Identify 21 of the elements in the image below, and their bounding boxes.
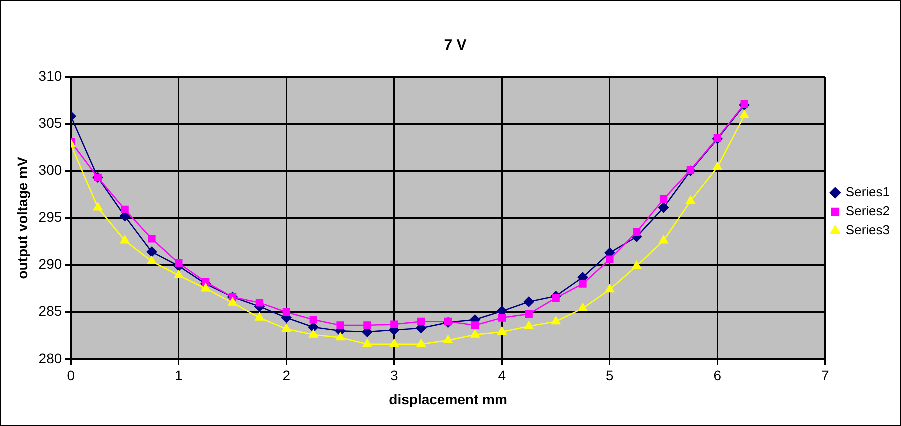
x-tick-label: 5 <box>606 368 614 384</box>
x-tick-label: 4 <box>498 368 506 384</box>
y-tick-label: 295 <box>38 209 62 226</box>
legend-label: Series2 <box>846 204 890 219</box>
x-tick-label: 7 <box>822 368 830 384</box>
y-tick-label: 310 <box>38 68 62 84</box>
y-axis-title: output voltage mV <box>14 156 30 280</box>
y-tick-label: 280 <box>38 350 62 366</box>
chart-title: 7 V <box>444 37 467 54</box>
x-tick-label: 0 <box>67 368 76 384</box>
x-tick-label: 6 <box>714 368 722 384</box>
y-tick-label: 290 <box>38 256 62 272</box>
x-tick-label: 2 <box>282 368 291 384</box>
x-axis-title: displacement mm <box>389 391 508 408</box>
y-tick-label: 300 <box>38 162 62 178</box>
x-tick-label: 3 <box>390 368 399 384</box>
legend-label: Series1 <box>846 184 890 200</box>
y-tick-label: 305 <box>38 114 62 131</box>
y-tick-label: 285 <box>38 303 62 320</box>
x-tick-label: 1 <box>175 368 184 384</box>
legend-label: Series3 <box>846 222 890 238</box>
